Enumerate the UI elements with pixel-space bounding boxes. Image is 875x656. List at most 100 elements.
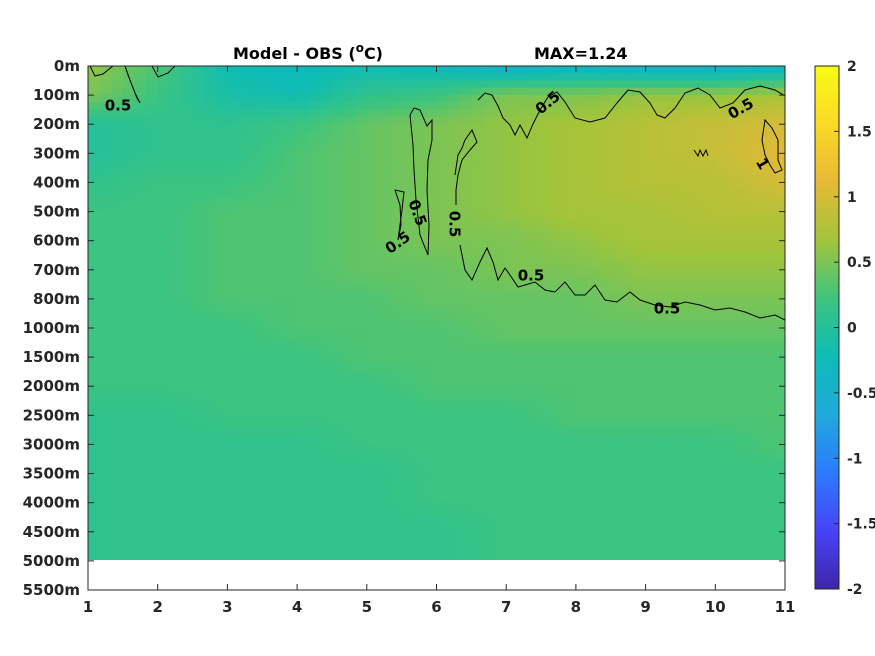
- field-cell: [262, 487, 275, 496]
- field-cell: [157, 218, 170, 227]
- field-cell: [610, 407, 623, 416]
- field-cell: [273, 233, 287, 241]
- field-cell: [146, 414, 159, 423]
- field-cell: [459, 145, 472, 154]
- field-cell: [459, 109, 472, 118]
- field-cell: [622, 400, 635, 409]
- field-cell: [308, 392, 321, 401]
- field-cell: [111, 182, 124, 191]
- field-cell: [99, 313, 112, 321]
- field-cell: [645, 196, 658, 205]
- field-cell: [471, 298, 484, 307]
- field-cell: [227, 523, 240, 532]
- field-cell: [424, 66, 438, 74]
- field-cell: [320, 182, 333, 191]
- field-cell: [343, 131, 356, 140]
- field-cell: [517, 494, 531, 503]
- field-cell: [773, 443, 785, 452]
- field-cell: [285, 530, 298, 539]
- field-cell: [366, 407, 380, 416]
- field-cell: [703, 320, 716, 329]
- field-cell: [575, 421, 589, 430]
- field-cell: [192, 276, 205, 285]
- field-cell: [390, 109, 403, 118]
- field-cell: [378, 516, 391, 525]
- field-cell: [180, 73, 194, 82]
- field-cell: [587, 392, 600, 401]
- field-cell: [692, 378, 705, 387]
- field-cell: [146, 320, 159, 329]
- field-cell: [262, 131, 275, 140]
- field-cell: [773, 73, 785, 82]
- field-cell: [552, 436, 565, 445]
- field-cell: [204, 538, 217, 547]
- field-cell: [517, 131, 531, 140]
- field-cell: [262, 174, 275, 183]
- field-cell: [390, 254, 403, 263]
- field-cell: [564, 189, 577, 198]
- field-cell: [88, 174, 101, 183]
- y-tick-label: 4000m: [23, 494, 80, 512]
- field-cell: [99, 334, 112, 343]
- field-cell: [703, 305, 716, 314]
- field-cell: [146, 480, 159, 488]
- field-cell: [703, 523, 716, 532]
- field-cell: [169, 109, 182, 118]
- field-cell: [285, 204, 298, 212]
- field-cell: [99, 494, 112, 503]
- field-cell: [413, 545, 426, 554]
- field-cell: [134, 465, 147, 474]
- field-cell: [157, 116, 170, 125]
- field-cell: [715, 283, 728, 292]
- field-cell: [506, 87, 519, 96]
- field-cell: [250, 342, 263, 350]
- field-cell: [552, 138, 565, 147]
- field-cell: [169, 356, 182, 365]
- field-cell: [482, 385, 496, 394]
- field-cell: [610, 80, 623, 89]
- field-cell: [494, 443, 507, 452]
- field-cell: [517, 218, 531, 227]
- field-cell: [471, 530, 484, 539]
- field-cell: [471, 196, 484, 205]
- field-cell: [494, 145, 507, 154]
- field-cell: [366, 233, 380, 241]
- field-cell: [750, 327, 763, 336]
- x-tick-label: 9: [640, 598, 650, 616]
- field-cell: [564, 552, 577, 560]
- field-cell: [622, 371, 635, 379]
- field-cell: [424, 283, 438, 292]
- field-cell: [366, 204, 380, 212]
- field-cell: [471, 356, 484, 365]
- field-cell: [459, 458, 472, 467]
- field-cell: [99, 320, 112, 329]
- field-cell: [99, 342, 112, 350]
- field-cell: [146, 334, 159, 343]
- field-cell: [180, 109, 194, 118]
- field-cell: [180, 356, 194, 365]
- y-tick-label: 2000m: [23, 377, 80, 395]
- field-cell: [192, 356, 205, 365]
- field-cell: [134, 451, 147, 459]
- field-cell: [738, 356, 751, 365]
- field-cell: [529, 494, 542, 503]
- field-cell: [378, 509, 391, 518]
- field-cell: [308, 298, 321, 307]
- field-cell: [471, 458, 484, 467]
- field-cell: [134, 269, 147, 278]
- field-cell: [424, 320, 438, 329]
- field-cell: [227, 124, 240, 132]
- field-cell: [111, 494, 124, 503]
- field-cell: [378, 436, 391, 445]
- field-cell: [355, 276, 368, 285]
- field-cell: [157, 87, 170, 96]
- field-cell: [390, 283, 403, 292]
- field-cell: [122, 342, 136, 350]
- field-cell: [169, 421, 182, 430]
- field-cell: [355, 378, 368, 387]
- field-cell: [506, 545, 519, 554]
- field-cell: [401, 240, 414, 249]
- field-cell: [668, 320, 682, 329]
- field-cell: [436, 276, 449, 285]
